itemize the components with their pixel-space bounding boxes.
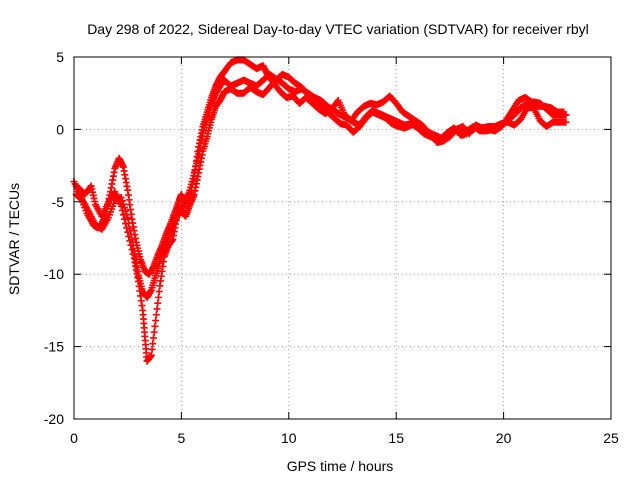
data-point (122, 220, 130, 228)
x-tick-label: 20 (496, 430, 512, 446)
data-point (124, 214, 132, 222)
x-tick-label: 5 (178, 430, 186, 446)
data-series (70, 56, 570, 365)
chart-title: Day 298 of 2022, Sidereal Day-to-day VTE… (87, 21, 589, 37)
y-tick-label: -5 (52, 194, 65, 210)
series-track-c (74, 70, 570, 365)
y-tick-label: 0 (56, 121, 64, 137)
data-point (562, 111, 570, 119)
data-point (117, 193, 125, 201)
x-tick-label: 15 (388, 430, 404, 446)
x-axis-label: GPS time / hours (287, 458, 394, 474)
data-point (129, 250, 137, 258)
y-tick-label: 5 (56, 49, 64, 65)
y-axis-label: SDTVAR / TECUs (6, 183, 22, 295)
series-track-a (70, 56, 568, 278)
data-point (127, 241, 135, 249)
grid-lines (74, 57, 611, 419)
plot-frame (73, 56, 612, 420)
data-point (123, 224, 131, 232)
x-tick-label: 25 (603, 430, 619, 446)
x-tick-label: 10 (281, 430, 297, 446)
data-point (117, 202, 125, 210)
data-point (120, 215, 128, 223)
data-point (124, 228, 132, 236)
y-tick-label: -20 (44, 411, 64, 427)
data-point (119, 211, 127, 219)
y-tick-label: -15 (44, 339, 64, 355)
data-point (125, 233, 133, 241)
data-point (118, 206, 126, 214)
axis-ticks: 0 5 10 15 20 25 -20 -15 -10 -5 0 5 (44, 49, 619, 446)
y-tick-label: -10 (44, 266, 64, 282)
x-tick-label: 0 (70, 430, 78, 446)
data-point (128, 246, 136, 254)
data-point (562, 118, 570, 126)
data-point (126, 237, 134, 245)
